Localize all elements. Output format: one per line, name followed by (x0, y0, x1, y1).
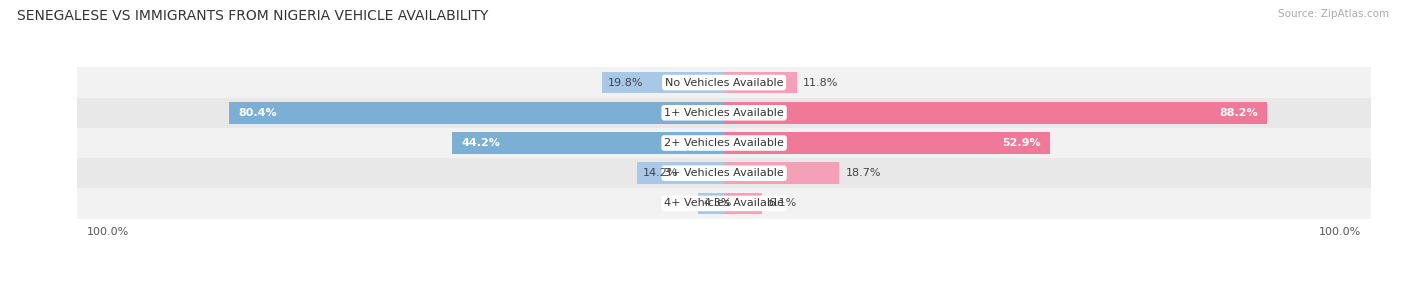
Text: 19.8%: 19.8% (609, 78, 644, 88)
Bar (451, 132, 724, 154)
Text: 6.1%: 6.1% (768, 198, 796, 208)
Text: 44.2%: 44.2% (461, 138, 501, 148)
Text: 80.4%: 80.4% (238, 108, 277, 118)
Bar (77, 98, 1371, 128)
Text: 4+ Vehicles Available: 4+ Vehicles Available (664, 198, 785, 208)
Text: SENEGALESE VS IMMIGRANTS FROM NIGERIA VEHICLE AVAILABILITY: SENEGALESE VS IMMIGRANTS FROM NIGERIA VE… (17, 9, 488, 23)
Bar (724, 102, 1267, 124)
Bar (77, 188, 1371, 219)
Bar (697, 192, 724, 214)
Text: 2+ Vehicles Available: 2+ Vehicles Available (664, 138, 785, 148)
Bar (637, 162, 724, 184)
Text: 52.9%: 52.9% (1002, 138, 1040, 148)
Bar (602, 72, 724, 94)
Text: 3+ Vehicles Available: 3+ Vehicles Available (664, 168, 785, 178)
Text: 88.2%: 88.2% (1219, 108, 1258, 118)
Text: 14.2%: 14.2% (643, 168, 678, 178)
Bar (229, 102, 724, 124)
Text: No Vehicles Available: No Vehicles Available (665, 78, 783, 88)
Text: 4.3%: 4.3% (704, 198, 733, 208)
Text: 11.8%: 11.8% (803, 78, 838, 88)
Bar (724, 72, 797, 94)
Text: 1+ Vehicles Available: 1+ Vehicles Available (664, 108, 785, 118)
Bar (724, 132, 1050, 154)
Bar (77, 128, 1371, 158)
Text: Source: ZipAtlas.com: Source: ZipAtlas.com (1278, 9, 1389, 19)
Bar (77, 67, 1371, 98)
Text: 18.7%: 18.7% (845, 168, 882, 178)
Bar (77, 158, 1371, 188)
Bar (724, 192, 762, 214)
Bar (724, 162, 839, 184)
